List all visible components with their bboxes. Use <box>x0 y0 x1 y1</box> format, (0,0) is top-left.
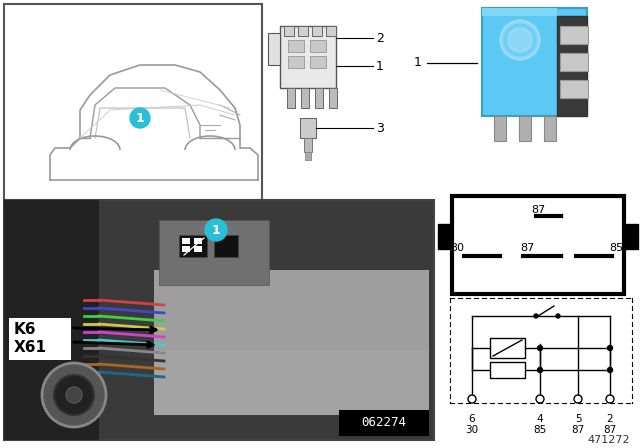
Bar <box>339 410 429 436</box>
Bar <box>519 116 531 141</box>
Text: 3: 3 <box>376 121 384 134</box>
Bar <box>624 224 638 249</box>
Bar <box>438 224 452 249</box>
Text: K6: K6 <box>14 323 36 337</box>
Circle shape <box>468 395 476 403</box>
Bar <box>4 200 99 440</box>
Circle shape <box>536 395 544 403</box>
Circle shape <box>130 108 150 128</box>
Bar <box>214 235 238 257</box>
Bar <box>494 116 506 141</box>
Bar <box>288 56 304 68</box>
Bar <box>452 196 624 294</box>
Bar <box>182 246 190 252</box>
Bar <box>154 270 429 350</box>
Circle shape <box>504 24 536 56</box>
Bar <box>304 138 312 152</box>
Bar <box>315 88 323 108</box>
Bar <box>301 88 309 108</box>
Text: 85: 85 <box>609 243 623 253</box>
Bar <box>305 152 311 160</box>
Text: 87: 87 <box>604 425 616 435</box>
Text: 87: 87 <box>531 205 545 215</box>
Bar <box>560 26 588 44</box>
Circle shape <box>508 28 532 52</box>
Bar <box>268 33 280 65</box>
Text: 5: 5 <box>575 414 581 424</box>
Bar <box>179 235 207 257</box>
Circle shape <box>556 314 560 318</box>
Bar <box>310 40 326 52</box>
Bar <box>490 362 525 378</box>
Circle shape <box>66 387 82 403</box>
Bar <box>288 40 304 52</box>
Text: 2: 2 <box>607 414 613 424</box>
Circle shape <box>607 345 612 350</box>
Text: 87: 87 <box>572 425 584 435</box>
Bar <box>154 350 429 415</box>
Circle shape <box>500 20 540 60</box>
Bar <box>482 8 587 116</box>
Text: X61: X61 <box>14 340 47 356</box>
Bar <box>300 118 316 138</box>
Bar <box>544 116 556 141</box>
Text: 1: 1 <box>414 56 422 69</box>
Bar <box>287 88 295 108</box>
Bar <box>182 238 190 244</box>
Text: 6: 6 <box>468 414 476 424</box>
Text: 30: 30 <box>465 425 479 435</box>
Circle shape <box>534 314 538 318</box>
Bar <box>490 338 525 358</box>
Text: 4: 4 <box>537 414 543 424</box>
Bar <box>560 80 588 98</box>
Bar <box>298 26 308 36</box>
Circle shape <box>538 367 543 372</box>
Bar <box>284 26 294 36</box>
Bar <box>194 246 202 252</box>
Bar <box>310 56 326 68</box>
Text: 1: 1 <box>212 224 220 237</box>
Text: 87: 87 <box>520 243 534 253</box>
Bar <box>329 88 337 108</box>
Bar <box>326 26 336 36</box>
Bar <box>4 200 434 440</box>
Circle shape <box>205 219 227 241</box>
Bar <box>9 318 71 360</box>
Text: 2: 2 <box>376 31 384 44</box>
Circle shape <box>42 363 106 427</box>
Text: 062274: 062274 <box>362 417 406 430</box>
Text: 471272: 471272 <box>588 435 630 445</box>
Text: 30: 30 <box>450 243 464 253</box>
Circle shape <box>538 345 543 350</box>
Bar <box>194 238 202 244</box>
Bar <box>560 53 588 71</box>
Text: 1: 1 <box>376 60 384 73</box>
Text: 85: 85 <box>533 425 547 435</box>
Circle shape <box>606 395 614 403</box>
Bar <box>482 8 557 16</box>
Bar <box>557 16 587 116</box>
Text: 1: 1 <box>136 112 145 125</box>
Bar <box>280 26 336 88</box>
Bar <box>312 26 322 36</box>
Circle shape <box>607 367 612 372</box>
Circle shape <box>54 375 94 415</box>
Bar <box>4 4 262 202</box>
Circle shape <box>574 395 582 403</box>
Bar <box>159 220 269 285</box>
